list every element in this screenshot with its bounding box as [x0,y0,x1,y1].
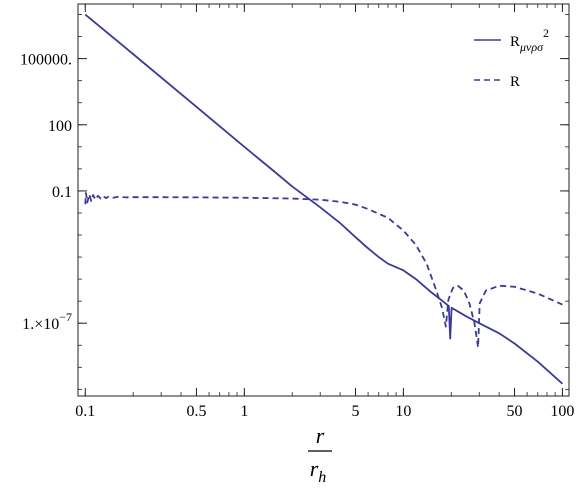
x-axis-ticks: 0.1 0.5 1 5 10 50 100 [75,4,574,420]
x-tick-label: 50 [507,403,523,420]
x-tick-label: 10 [395,403,411,420]
y-axis-ticks: 100000. 100 0.1 1.×10−7 [20,14,569,390]
y-tick-label: 100 [48,118,72,135]
legend-label: R [510,74,520,90]
y-tick-label: 0.1 [52,184,72,201]
legend-label: Rμνρσ2 [510,26,549,54]
x-tick-label: 100 [550,403,574,420]
x-tick-label: 0.1 [75,403,95,420]
y-tick-label: 100000. [20,52,72,69]
legend: Rμνρσ2 R [474,26,549,90]
x-tick-label: 0.5 [186,403,206,420]
series-layer [84,13,564,385]
series-line-kretschmann [84,13,564,385]
x-tick-label: 1 [240,403,248,420]
plot-border [77,3,570,397]
plot-frame [77,3,570,397]
series-line-r-scalar [84,192,563,349]
x-axis-label-numerator: r [316,423,325,448]
y-tick-label: 1.×10−7 [22,310,72,333]
x-axis-label: r rh [308,423,332,486]
x-axis-label-denominator: rh [310,456,327,486]
x-tick-label: 5 [351,403,359,420]
